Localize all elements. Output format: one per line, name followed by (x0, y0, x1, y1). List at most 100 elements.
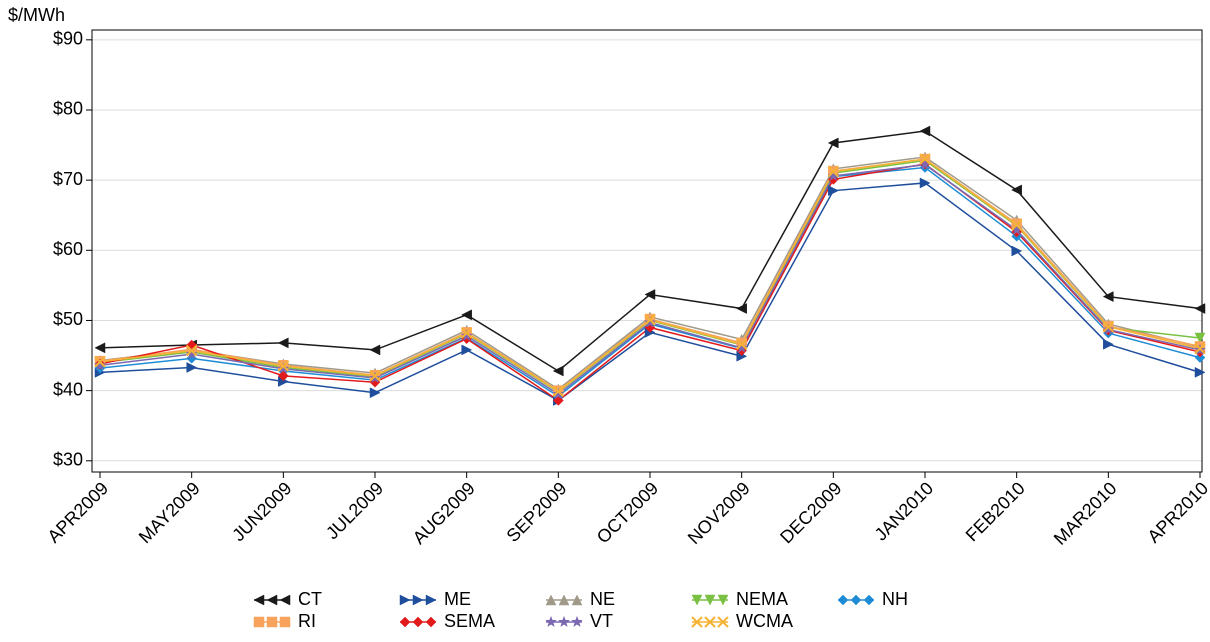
marker (919, 125, 931, 137)
marker (717, 594, 729, 606)
marker (1102, 291, 1114, 303)
marker (691, 594, 703, 606)
series-line (99, 159, 1201, 393)
marker (827, 137, 839, 149)
y-axis-label: $/MWh (8, 5, 65, 25)
marker (425, 616, 437, 628)
marker (399, 616, 411, 628)
marker (571, 615, 583, 628)
x-tick-label: OCT2009 (593, 478, 662, 547)
marker (863, 594, 875, 606)
marker (837, 594, 849, 606)
legend-item: RI (253, 611, 316, 631)
x-tick-label: AUG2009 (409, 478, 479, 548)
marker (461, 309, 472, 321)
marker (827, 174, 839, 185)
marker (279, 616, 291, 628)
marker (1194, 342, 1206, 355)
y-tick-label: $70 (53, 169, 83, 189)
marker (279, 594, 291, 606)
marker (1010, 219, 1023, 231)
marker (369, 371, 381, 384)
marker (644, 289, 656, 300)
marker (185, 344, 198, 357)
series-line (99, 158, 1201, 393)
marker (185, 347, 198, 360)
marker (736, 303, 747, 314)
marker (266, 594, 278, 606)
legend-label: NE (590, 589, 615, 609)
marker (644, 316, 656, 328)
x-tick-label: APR2010 (1144, 478, 1210, 547)
marker (94, 342, 106, 354)
x-tick-label: SEP2009 (503, 478, 571, 546)
marker (461, 344, 473, 356)
marker (644, 314, 656, 326)
marker (277, 360, 290, 372)
marker (412, 616, 424, 628)
marker (1194, 303, 1206, 314)
marker (571, 594, 583, 606)
marker (1103, 338, 1114, 350)
marker (277, 370, 289, 382)
series-line (99, 163, 1201, 396)
legend-item: VT (545, 611, 613, 631)
marker (1011, 184, 1022, 196)
legend-label: RI (298, 611, 316, 631)
x-tick-label: NOV2009 (684, 478, 754, 548)
marker (545, 594, 557, 606)
marker (399, 594, 411, 606)
legend-item: NEMA (691, 589, 788, 609)
marker (412, 594, 424, 606)
marker (850, 594, 862, 606)
series-line (99, 156, 1201, 391)
series-line (99, 158, 1201, 392)
marker (704, 594, 716, 606)
legend-item: NH (837, 589, 908, 609)
y-tick-label: $60 (53, 239, 83, 259)
marker (919, 177, 931, 189)
y-tick-label: $30 (53, 450, 83, 470)
marker (828, 185, 839, 197)
marker (369, 370, 381, 382)
marker (552, 385, 565, 398)
marker (1102, 321, 1115, 333)
y-tick-label: $50 (53, 309, 83, 329)
marker (717, 616, 729, 628)
legend-item: ME (399, 589, 471, 609)
legend-item: WCMA (691, 611, 793, 631)
plot-frame (91, 29, 1203, 473)
x-tick-label: JUL2009 (322, 478, 387, 543)
legend-item: NE (545, 589, 615, 609)
y-tick-label: $90 (53, 29, 83, 49)
marker (735, 341, 748, 353)
legend-label: NEMA (736, 589, 788, 609)
marker (277, 362, 290, 374)
marker (827, 169, 840, 181)
marker (94, 359, 106, 371)
legend-item: CT (253, 589, 322, 609)
marker (545, 615, 557, 628)
marker (460, 327, 473, 339)
marker (253, 616, 265, 628)
legend-label: CT (298, 589, 322, 609)
marker (827, 166, 840, 178)
x-tick-label: MAR2010 (1050, 478, 1121, 549)
marker (691, 616, 703, 628)
marker (277, 337, 289, 349)
legend-label: VT (590, 611, 613, 631)
marker (558, 594, 570, 606)
marker (1194, 352, 1206, 363)
marker (369, 387, 381, 399)
y-tick-label: $40 (53, 379, 83, 399)
marker (460, 329, 473, 341)
marker (1011, 245, 1023, 257)
x-tick-label: FEB2010 (962, 478, 1029, 545)
marker (735, 338, 748, 351)
marker (704, 616, 716, 628)
marker (558, 615, 570, 628)
legend-label: SEMA (444, 611, 495, 631)
legend-label: NH (882, 589, 908, 609)
legend-label: WCMA (736, 611, 793, 631)
